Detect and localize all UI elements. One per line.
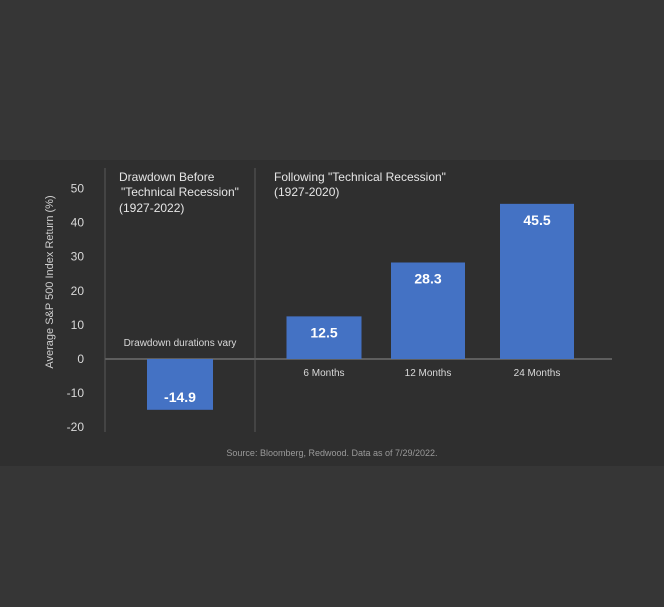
right-panel-title-line2: (1927-2020)	[274, 185, 339, 199]
left-panel-title-line1: Drawdown Before	[119, 170, 215, 184]
category-label: Drawdown durations vary	[124, 338, 237, 349]
bar-value-label: 28.3	[414, 270, 441, 286]
y-tick-label: 30	[71, 250, 85, 264]
bar-0	[147, 359, 213, 410]
y-tick-label: 0	[77, 352, 84, 366]
category-label: 12 Months	[405, 368, 452, 379]
y-tick-label: -20	[67, 420, 85, 434]
y-tick-label: 40	[71, 216, 85, 230]
left-panel-title-line2: "Technical Recession"	[121, 185, 239, 199]
y-tick-label: -10	[67, 386, 85, 400]
y-tick-label: 50	[71, 182, 85, 196]
left-panel-title-line3: (1927-2022)	[119, 201, 184, 215]
bar-3	[500, 203, 574, 359]
y-axis-label: Average S&P 500 Index Return (%)	[44, 195, 56, 368]
y-tick-label: 10	[71, 318, 85, 332]
bar-2	[391, 262, 465, 359]
source-note: Source: Bloomberg, Redwood. Data as of 7…	[226, 448, 437, 458]
category-label: 24 Months	[514, 368, 561, 379]
y-tick-label: 20	[71, 284, 85, 298]
y-ticks: 50 40 30 20 10 0 -10 -20	[67, 182, 85, 435]
bars: -14.9 Drawdown durations vary 12.5 6 Months…	[124, 203, 574, 410]
bar-1	[286, 316, 362, 359]
category-label: 6 Months	[303, 368, 344, 379]
bar-value-label: -14.9	[164, 389, 196, 405]
right-panel-title-line1: Following "Technical Recession"	[274, 170, 446, 184]
bar-value-label: 45.5	[523, 212, 550, 228]
bar-value-label: 12.5	[310, 324, 337, 340]
